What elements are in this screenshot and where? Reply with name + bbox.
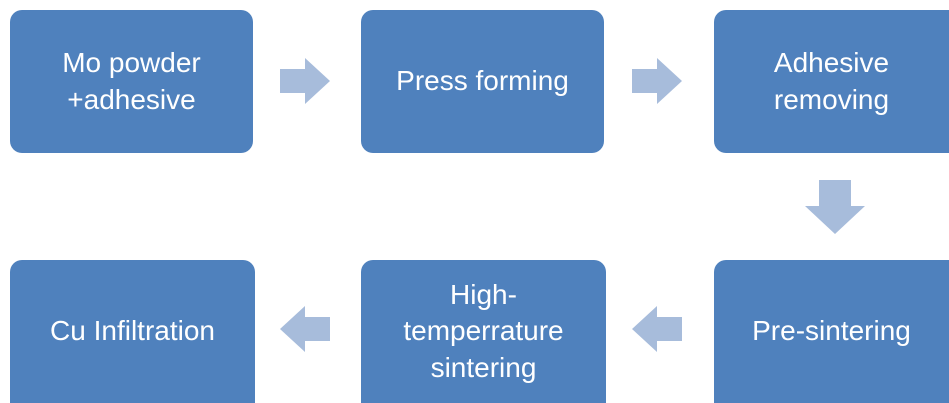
step-label: Mo powder +adhesive [62,47,201,115]
step-pre-sintering: Pre-sintering [714,260,949,403]
step-press-forming: Press forming [361,10,604,153]
step-label: Cu Infiltration [50,315,215,347]
arrow-left-icon [632,306,682,352]
step-high-temperature-sintering: High- temperrature sintering [361,260,606,403]
step-label: High- temperrature sintering [403,278,564,383]
arrow-left-icon [280,306,330,352]
step-cu-infiltration: Cu Infiltration [10,260,255,403]
arrow-down-icon [805,180,865,234]
step-label: Adhesive removing [773,47,890,115]
step-label: Pre-sintering [752,315,911,347]
step-adhesive-removing: Adhesive removing [714,10,949,153]
step-mo-powder-adhesive: Mo powder +adhesive [10,10,253,153]
arrow-right-icon [280,58,330,104]
arrow-right-icon [632,58,682,104]
step-label: Press forming [396,65,569,97]
